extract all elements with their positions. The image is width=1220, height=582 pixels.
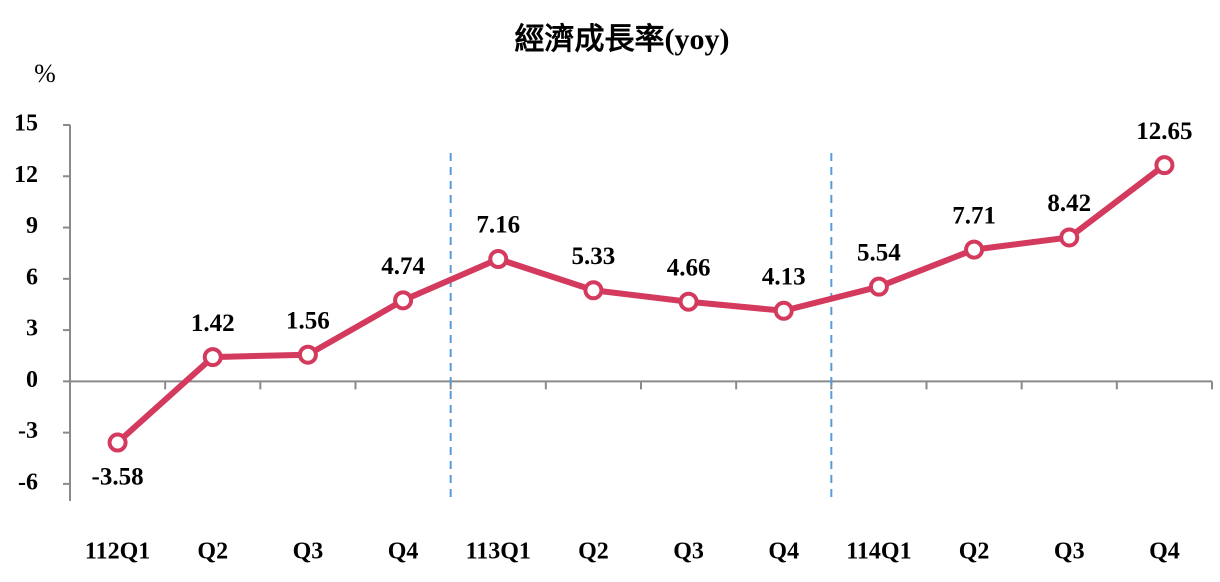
data-label: 4.66 bbox=[667, 254, 711, 281]
data-point bbox=[583, 280, 604, 301]
data-label: 5.33 bbox=[572, 243, 616, 270]
data-label: 12.65 bbox=[1136, 118, 1192, 145]
data-point bbox=[202, 347, 223, 368]
data-label: 7.16 bbox=[476, 212, 520, 239]
data-point bbox=[297, 344, 318, 365]
x-tick-label: Q3 bbox=[673, 539, 704, 565]
data-point bbox=[1154, 155, 1175, 176]
data-point bbox=[393, 290, 414, 311]
data-label: 7.71 bbox=[952, 202, 996, 229]
x-tick-label: Q3 bbox=[293, 539, 324, 565]
data-point bbox=[678, 291, 699, 312]
x-tick-label: Q3 bbox=[1054, 539, 1085, 565]
data-point bbox=[488, 248, 509, 269]
y-tick-label: -3 bbox=[18, 418, 38, 444]
data-point bbox=[107, 432, 128, 453]
x-tick-label: Q4 bbox=[388, 539, 419, 565]
x-tick-label: Q2 bbox=[959, 539, 990, 565]
y-tick-label: 3 bbox=[26, 316, 38, 342]
x-tick-label: Q4 bbox=[1149, 539, 1180, 565]
data-label: 1.42 bbox=[191, 310, 235, 337]
series-line bbox=[115, 162, 1167, 445]
data-label: 8.42 bbox=[1047, 190, 1091, 217]
x-tick-label: Q4 bbox=[768, 539, 799, 565]
data-label: 1.56 bbox=[286, 307, 330, 334]
data-label: 4.13 bbox=[762, 264, 806, 291]
y-tick-label: 15 bbox=[14, 111, 38, 137]
data-point bbox=[773, 300, 794, 321]
data-point bbox=[964, 239, 985, 260]
y-tick-label: 6 bbox=[26, 264, 38, 290]
x-tick-label: 113Q1 bbox=[466, 539, 531, 565]
chart-title: 經濟成長率(yoy) bbox=[515, 23, 730, 56]
y-axis-label: % bbox=[34, 59, 56, 88]
data-point bbox=[1059, 227, 1080, 248]
y-tick-label: 0 bbox=[26, 367, 38, 393]
x-tick-label: Q2 bbox=[197, 539, 228, 565]
data-point bbox=[868, 276, 889, 297]
y-tick-label: 9 bbox=[26, 213, 38, 239]
data-label: -3.58 bbox=[92, 463, 144, 490]
data-label: 5.54 bbox=[857, 239, 901, 266]
y-tick-label: 12 bbox=[14, 162, 38, 188]
y-tick-label: -6 bbox=[18, 469, 38, 495]
x-tick-label: Q2 bbox=[578, 539, 609, 565]
x-tick-label: 112Q1 bbox=[85, 539, 150, 565]
x-tick-label: 114Q1 bbox=[846, 539, 911, 565]
data-label: 4.74 bbox=[381, 253, 425, 280]
